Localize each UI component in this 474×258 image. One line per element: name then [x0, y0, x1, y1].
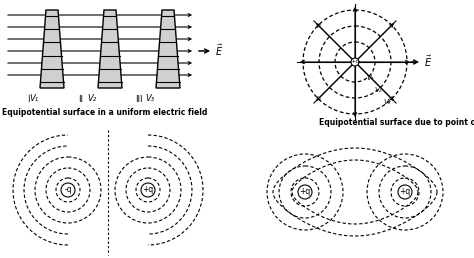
Text: -q: -q	[64, 186, 72, 195]
Text: II: II	[79, 95, 83, 104]
Text: $\vec{E}$: $\vec{E}$	[424, 53, 432, 69]
Text: +q: +q	[300, 188, 310, 197]
Text: +q: +q	[142, 186, 154, 195]
Text: V₂: V₂	[375, 87, 383, 93]
Text: V₁: V₁	[29, 94, 38, 103]
Circle shape	[351, 58, 359, 66]
Text: III: III	[135, 95, 143, 104]
Text: V₃: V₃	[145, 94, 154, 103]
Polygon shape	[40, 10, 64, 88]
Text: V₂: V₂	[87, 94, 96, 103]
Circle shape	[298, 185, 312, 199]
Circle shape	[398, 185, 412, 199]
Text: I: I	[27, 95, 29, 104]
Text: Equipotential surface due to point charge: Equipotential surface due to point charg…	[319, 118, 474, 127]
Text: $\vec{E}$: $\vec{E}$	[215, 42, 223, 58]
Text: Equipotential surface in a uniform electric field: Equipotential surface in a uniform elect…	[2, 108, 208, 117]
Text: V₁: V₁	[366, 75, 374, 81]
Polygon shape	[156, 10, 180, 88]
Circle shape	[141, 183, 155, 197]
Text: +q: +q	[350, 60, 360, 64]
Polygon shape	[98, 10, 122, 88]
Text: +q: +q	[400, 188, 410, 197]
Text: V₃: V₃	[383, 99, 391, 105]
Circle shape	[61, 183, 75, 197]
